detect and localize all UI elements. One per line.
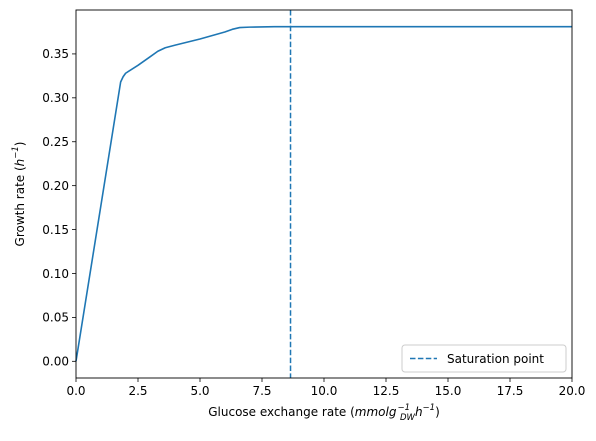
plot-frame <box>75 9 573 379</box>
legend-label-saturation-point: Saturation point <box>447 352 544 366</box>
x-axis-label-sup: −1 <box>397 403 410 413</box>
y-tick-label: 0.00 <box>42 355 69 369</box>
x-tick-label: 2.5 <box>128 384 147 398</box>
x-axis-ticks: 0.0 2.5 5.0 7.5 10.0 12.5 15.0 17.5 20.0 <box>66 378 585 398</box>
x-axis-label-math2: h <box>415 405 423 419</box>
y-axis-label-prefix: Growth rate ( <box>13 166 27 246</box>
x-axis-label: Glucose exchange rate (mmolg−1 DWh−1) <box>208 403 440 423</box>
y-axis-label-suffix: ) <box>13 142 27 147</box>
legend: Saturation point <box>401 344 567 373</box>
x-axis-label-suffix: ) <box>435 405 440 419</box>
x-tick-label: 10.0 <box>311 384 338 398</box>
y-tick-label: 0.05 <box>42 311 69 325</box>
y-axis-ticks: 0.00 0.05 0.10 0.15 0.20 0.25 0.30 0.35 <box>42 47 76 369</box>
y-tick-label: 0.30 <box>42 91 69 105</box>
plot-layer <box>75 10 572 378</box>
y-axis-label: Growth rate (h−1) <box>11 142 27 247</box>
legend-box <box>401 344 567 373</box>
y-axis-label-math: h <box>13 159 27 167</box>
y-tick-label: 0.15 <box>42 223 69 237</box>
y-tick-label: 0.20 <box>42 179 69 193</box>
y-tick-label: 0.35 <box>42 47 69 61</box>
x-tick-label: 12.5 <box>373 384 400 398</box>
x-tick-label: 20.0 <box>559 384 586 398</box>
x-axis-label-prefix: Glucose exchange rate ( <box>208 405 355 419</box>
x-tick-label: 5.0 <box>190 384 209 398</box>
x-tick-label: 17.5 <box>497 384 524 398</box>
x-tick-label: 0.0 <box>66 384 85 398</box>
series-line-0 <box>75 25 572 362</box>
y-axis-label-sup: −1 <box>11 146 21 159</box>
x-tick-label: 15.0 <box>435 384 462 398</box>
x-axis-label-math: mmolg <box>355 405 397 419</box>
x-axis-label-sub: DW <box>400 413 416 423</box>
x-tick-label: 7.5 <box>252 384 271 398</box>
y-tick-label: 0.25 <box>42 135 69 149</box>
y-tick-label: 0.10 <box>42 267 69 281</box>
x-axis-label-sup2: −1 <box>423 403 436 413</box>
